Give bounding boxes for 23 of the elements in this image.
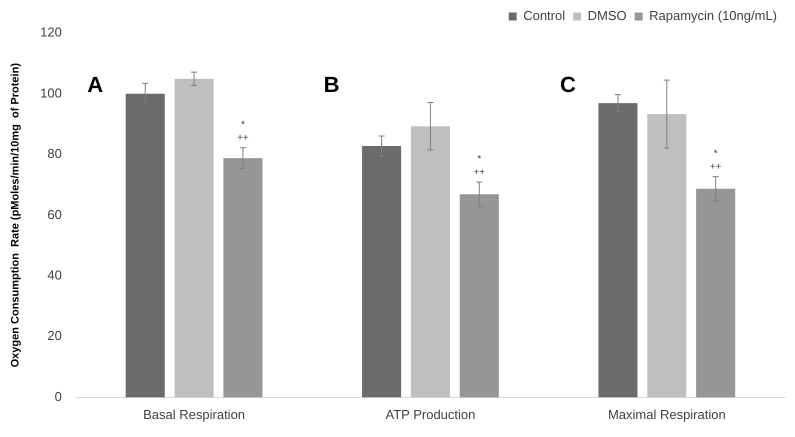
legend-label: Control (523, 8, 566, 24)
y-axis-title: Oxygen Consumption Rate (pMoles/min/10mg of Protein) (10, 62, 22, 368)
annotation: * (240, 120, 245, 131)
annotation: * (477, 154, 482, 165)
x-tick-label: Maximal Respiration (608, 406, 726, 422)
annotation: ++ (710, 161, 722, 172)
y-tick-label: 100 (40, 85, 62, 100)
annotation: B (324, 72, 340, 98)
legend-label: DMSO (588, 8, 627, 24)
x-tick-label: ATP Production (386, 406, 476, 422)
y-tick-label: 0 (54, 388, 62, 404)
y-tick-label: 60 (47, 206, 62, 222)
y-tick-label: 40 (47, 268, 62, 283)
annotation: * (714, 148, 718, 160)
y-tick-label: 20 (47, 328, 62, 344)
annotation: ++ (237, 132, 249, 144)
annotation: A (87, 72, 104, 98)
y-tick-label: 80 (47, 146, 62, 162)
legend-label: Rapamycin (10ng/mL) (649, 8, 778, 24)
x-tick-label: Basal Respiration (143, 406, 246, 422)
annotation: ++ (473, 166, 486, 178)
y-tick-label: 120 (40, 24, 62, 40)
annotation: C (560, 72, 576, 98)
